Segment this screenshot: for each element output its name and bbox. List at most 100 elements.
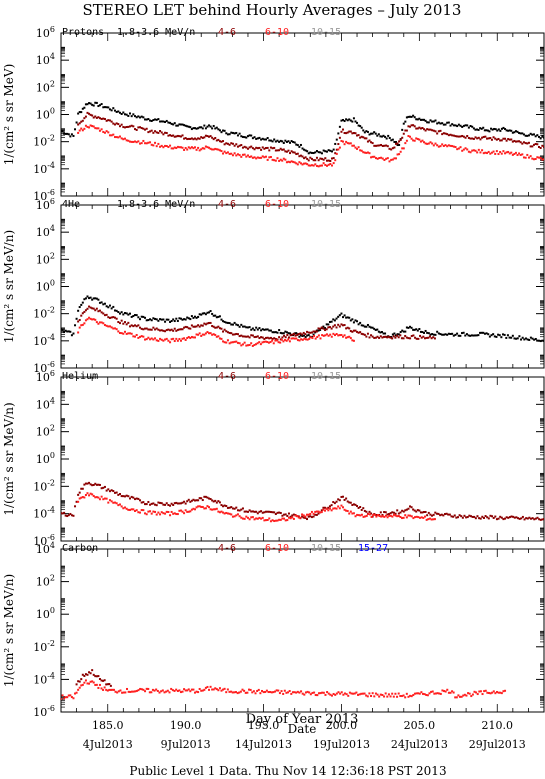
data-point xyxy=(413,328,416,331)
data-point xyxy=(390,158,393,161)
data-point xyxy=(529,336,532,339)
data-point xyxy=(419,118,422,121)
data-point xyxy=(241,517,244,520)
data-point xyxy=(218,687,221,690)
data-point xyxy=(471,149,474,152)
data-point xyxy=(446,145,449,148)
data-point xyxy=(211,127,214,130)
data-point xyxy=(256,689,259,692)
data-point xyxy=(537,156,540,159)
data-point xyxy=(366,695,369,698)
data-point xyxy=(214,136,217,139)
data-point xyxy=(176,513,179,516)
data-point xyxy=(337,148,340,151)
data-point xyxy=(360,692,363,695)
data-point xyxy=(281,336,284,339)
data-point xyxy=(460,515,463,518)
data-point xyxy=(212,688,215,691)
data-point xyxy=(192,336,195,339)
data-point xyxy=(268,517,271,520)
data-point xyxy=(541,339,544,342)
data-point xyxy=(187,317,190,320)
data-point xyxy=(115,309,118,312)
data-point xyxy=(402,516,405,519)
data-point xyxy=(330,157,333,160)
data-point xyxy=(351,339,354,342)
data-point xyxy=(127,125,130,128)
data-point xyxy=(345,497,348,500)
data-point xyxy=(322,158,325,161)
data-point xyxy=(238,335,241,338)
data-point xyxy=(383,515,386,518)
data-point xyxy=(155,688,158,691)
data-point xyxy=(218,149,221,152)
series-label: 10-15 xyxy=(311,371,341,382)
data-point xyxy=(449,133,452,136)
data-point xyxy=(208,311,211,314)
data-point xyxy=(510,515,513,518)
data-point xyxy=(189,337,192,340)
data-point xyxy=(156,689,159,692)
data-point xyxy=(383,144,386,147)
data-point xyxy=(322,691,325,694)
data-point xyxy=(357,124,360,127)
data-point xyxy=(333,319,336,322)
data-point xyxy=(86,318,89,321)
data-point xyxy=(407,695,410,698)
data-point xyxy=(255,335,258,338)
data-point xyxy=(423,693,426,696)
data-point xyxy=(75,317,78,320)
data-point xyxy=(401,509,404,512)
data-point xyxy=(489,692,492,695)
data-point xyxy=(274,331,277,334)
data-point xyxy=(86,103,89,106)
data-point xyxy=(140,315,143,318)
data-point xyxy=(477,148,480,151)
data-point xyxy=(157,339,160,342)
data-point xyxy=(135,689,138,692)
data-point xyxy=(317,159,320,162)
data-point xyxy=(484,689,487,692)
data-point xyxy=(278,149,281,152)
data-point xyxy=(429,333,432,336)
data-point xyxy=(424,119,427,122)
data-point xyxy=(154,130,157,133)
data-point xyxy=(439,145,442,148)
data-point xyxy=(181,134,184,137)
data-point xyxy=(287,160,290,163)
data-point xyxy=(337,505,340,508)
series-label: 6-10 xyxy=(265,543,289,554)
data-point xyxy=(522,156,525,159)
data-point xyxy=(208,688,211,691)
data-point xyxy=(269,690,272,693)
data-point xyxy=(169,341,172,344)
data-point xyxy=(178,317,181,320)
data-point xyxy=(278,336,281,339)
data-point xyxy=(255,510,258,513)
data-point xyxy=(147,500,150,503)
data-point xyxy=(531,517,534,520)
data-point xyxy=(376,144,379,147)
data-point xyxy=(312,333,315,336)
data-point xyxy=(410,506,413,509)
data-point xyxy=(84,115,87,118)
data-point xyxy=(165,329,168,332)
data-point xyxy=(248,509,251,512)
data-point xyxy=(145,118,148,121)
data-point xyxy=(352,321,355,324)
data-point xyxy=(494,515,497,518)
data-point xyxy=(282,340,285,343)
data-point xyxy=(258,327,261,330)
data-point xyxy=(287,149,290,152)
data-point xyxy=(307,152,310,155)
data-point xyxy=(304,162,307,165)
data-point xyxy=(238,691,241,694)
data-point xyxy=(452,691,455,694)
data-point xyxy=(78,686,81,689)
data-point xyxy=(498,334,501,337)
data-point xyxy=(504,517,507,520)
data-point xyxy=(139,116,142,119)
data-point xyxy=(399,695,402,698)
data-point xyxy=(291,333,294,336)
data-point xyxy=(121,691,124,694)
